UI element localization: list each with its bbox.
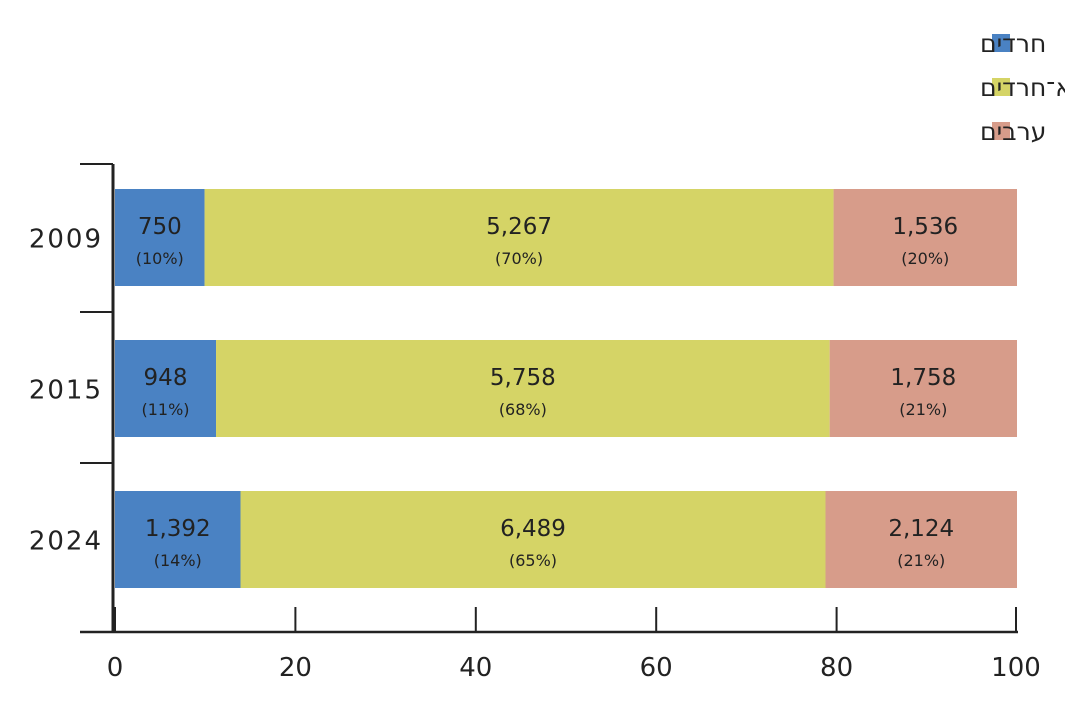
bar-segment	[115, 491, 241, 588]
legend-label: חרדים	[980, 29, 1046, 58]
value-label: 1,536	[892, 214, 958, 240]
axes: 2009 2015 2024 0 20 40 60 80 100	[29, 163, 1041, 683]
value-label: 1,392	[145, 516, 211, 542]
legend-swatch	[992, 78, 1010, 96]
legend-swatch	[992, 122, 1010, 140]
bar-segment	[825, 491, 1017, 588]
legend-swatch	[992, 34, 1010, 52]
percent-label: (21%)	[897, 551, 945, 570]
category-label: 2024	[29, 527, 103, 557]
legend-label: ערבים	[980, 117, 1046, 146]
percent-label: (65%)	[509, 551, 557, 570]
bar-segment	[216, 340, 830, 437]
value-label: 6,489	[500, 516, 566, 542]
bar-segment	[115, 189, 205, 286]
percent-label: (70%)	[495, 249, 543, 268]
percent-label: (68%)	[499, 400, 547, 419]
x-tick-label: 40	[459, 653, 492, 683]
bar-segment	[833, 189, 1017, 286]
bar-segment	[204, 189, 834, 286]
value-label: 5,267	[486, 214, 552, 240]
percent-label: (21%)	[899, 400, 947, 419]
percent-label: (14%)	[154, 551, 202, 570]
x-tick-label: 0	[107, 653, 124, 683]
x-tick-label: 20	[279, 653, 312, 683]
percent-label: (10%)	[136, 249, 184, 268]
x-tick-label: 80	[820, 653, 853, 683]
legend: חרדים יהודים ואחרים לא־חרדים ערבים	[980, 29, 1065, 146]
category-label: 2015	[29, 376, 103, 406]
value-label: 1,758	[890, 365, 956, 391]
percent-label: (11%)	[141, 400, 189, 419]
value-label: 750	[138, 214, 182, 240]
value-label: 948	[144, 365, 188, 391]
bar-segment	[829, 340, 1017, 437]
bar-segment	[240, 491, 826, 588]
bar-segment	[115, 340, 217, 437]
legend-label: יהודים ואחרים לא־חרדים	[980, 73, 1065, 102]
percent-label: (20%)	[901, 249, 949, 268]
x-tick-label: 60	[640, 653, 673, 683]
x-tick-label: 100	[991, 653, 1041, 683]
bars: 750 (10%) 5,267 (70%) 1,536 (20%) 948 (11%) 5,75…	[115, 189, 1017, 588]
category-label: 2009	[29, 225, 103, 255]
value-label: 2,124	[888, 516, 954, 542]
value-label: 5,758	[490, 365, 556, 391]
